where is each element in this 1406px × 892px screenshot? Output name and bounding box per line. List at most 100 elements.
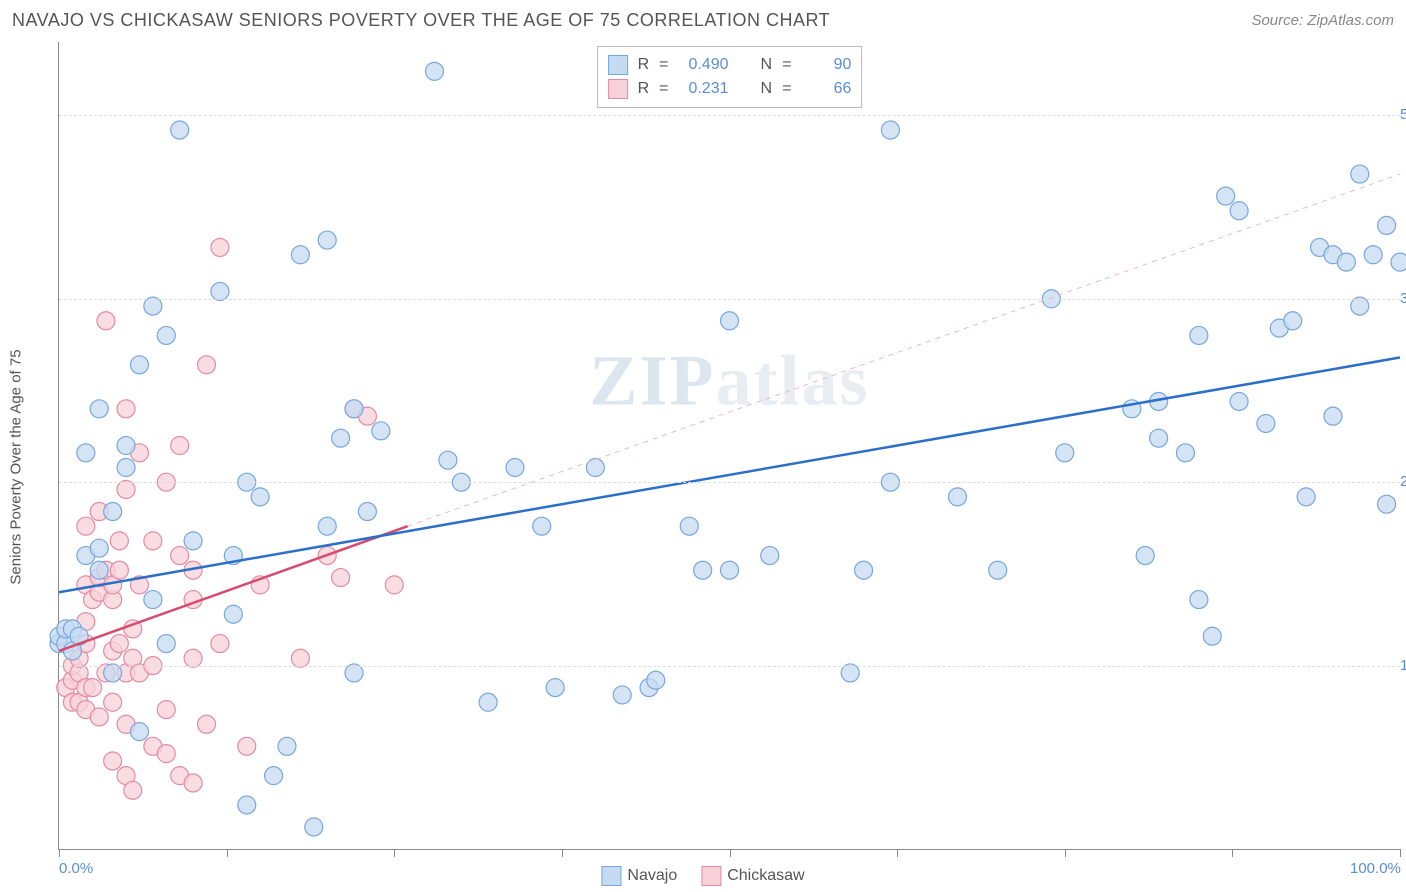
data-point-navajo xyxy=(90,539,108,557)
data-point-navajo xyxy=(1378,216,1396,234)
data-point-navajo xyxy=(90,561,108,579)
stats-r-label: R xyxy=(638,56,650,74)
data-point-navajo xyxy=(305,818,323,836)
data-point-navajo xyxy=(533,517,551,535)
x-tick-label: 100.0% xyxy=(1350,860,1401,877)
data-point-navajo xyxy=(1351,165,1369,183)
x-tick-label: 0.0% xyxy=(59,860,93,877)
data-point-navajo xyxy=(761,547,779,565)
data-point-chickasaw xyxy=(171,547,189,565)
data-point-chickasaw xyxy=(238,737,256,755)
swatch-chickasaw xyxy=(608,79,628,99)
data-point-chickasaw xyxy=(110,635,128,653)
plot-area: ZIPatlas R = 0.490 N = 90 R = 0.231 N = xyxy=(58,42,1400,850)
data-point-navajo xyxy=(1136,547,1154,565)
data-point-navajo xyxy=(586,459,604,477)
stats-n-label: N xyxy=(761,56,773,74)
data-point-navajo xyxy=(1190,326,1208,344)
source-attribution: Source: ZipAtlas.com xyxy=(1251,12,1394,29)
stats-legend-box: R = 0.490 N = 90 R = 0.231 N = 66 xyxy=(597,46,863,108)
y-tick-label: 12.5% xyxy=(1400,657,1406,674)
data-point-navajo xyxy=(948,488,966,506)
data-point-chickasaw xyxy=(211,238,229,256)
data-point-chickasaw xyxy=(90,708,108,726)
data-point-navajo xyxy=(318,517,336,535)
data-point-navajo xyxy=(171,121,189,139)
data-point-chickasaw xyxy=(198,356,216,374)
data-point-navajo xyxy=(1056,444,1074,462)
data-point-navajo xyxy=(144,297,162,315)
bottom-legend: Navajo Chickasaw xyxy=(601,866,804,886)
data-point-navajo xyxy=(989,561,1007,579)
data-point-navajo xyxy=(224,605,242,623)
swatch-chickasaw-icon xyxy=(701,866,721,886)
swatch-navajo-icon xyxy=(601,866,621,886)
data-point-navajo xyxy=(358,503,376,521)
data-point-navajo xyxy=(841,664,859,682)
data-point-navajo xyxy=(157,326,175,344)
swatch-navajo xyxy=(608,55,628,75)
data-point-chickasaw xyxy=(291,649,309,667)
data-point-navajo xyxy=(1150,429,1168,447)
data-point-navajo xyxy=(1176,444,1194,462)
data-point-navajo xyxy=(1257,414,1275,432)
data-point-navajo xyxy=(211,282,229,300)
data-point-navajo xyxy=(1297,488,1315,506)
data-point-chickasaw xyxy=(211,635,229,653)
stats-r-chickasaw: 0.231 xyxy=(679,80,729,98)
data-point-navajo xyxy=(881,121,899,139)
data-point-navajo xyxy=(613,686,631,704)
data-point-navajo xyxy=(372,422,390,440)
data-point-navajo xyxy=(345,400,363,418)
data-point-navajo xyxy=(721,312,739,330)
data-point-navajo xyxy=(184,532,202,550)
data-point-chickasaw xyxy=(144,532,162,550)
data-point-chickasaw xyxy=(110,561,128,579)
data-point-navajo xyxy=(144,591,162,609)
data-point-chickasaw xyxy=(198,715,216,733)
data-point-navajo xyxy=(479,693,497,711)
data-point-chickasaw xyxy=(184,649,202,667)
y-tick-label: 50.0% xyxy=(1400,106,1406,123)
data-point-navajo xyxy=(1351,297,1369,315)
data-point-navajo xyxy=(1378,495,1396,513)
stats-n-navajo: 90 xyxy=(801,56,851,74)
data-point-chickasaw xyxy=(97,312,115,330)
data-point-chickasaw xyxy=(171,437,189,455)
data-point-navajo xyxy=(1324,407,1342,425)
data-point-navajo xyxy=(117,437,135,455)
data-point-chickasaw xyxy=(104,752,122,770)
data-point-chickasaw xyxy=(124,781,142,799)
legend-label-navajo: Navajo xyxy=(627,867,677,885)
stats-row-chickasaw: R = 0.231 N = 66 xyxy=(608,77,852,101)
data-point-navajo xyxy=(1230,392,1248,410)
data-point-navajo xyxy=(439,451,457,469)
data-point-chickasaw xyxy=(157,701,175,719)
data-point-chickasaw xyxy=(332,569,350,587)
data-point-navajo xyxy=(506,459,524,477)
data-point-chickasaw xyxy=(77,517,95,535)
legend-label-chickasaw: Chickasaw xyxy=(727,867,804,885)
stats-row-navajo: R = 0.490 N = 90 xyxy=(608,53,852,77)
y-axis-label: Seniors Poverty Over the Age of 75 xyxy=(8,349,25,584)
data-point-navajo xyxy=(721,561,739,579)
y-tick-label: 25.0% xyxy=(1400,473,1406,490)
data-point-navajo xyxy=(647,671,665,689)
data-point-chickasaw xyxy=(117,481,135,499)
data-point-navajo xyxy=(332,429,350,447)
data-point-navajo xyxy=(1391,253,1406,271)
data-point-navajo xyxy=(251,488,269,506)
data-point-chickasaw xyxy=(84,679,102,697)
data-point-navajo xyxy=(130,723,148,741)
data-point-navajo xyxy=(425,62,443,80)
data-point-navajo xyxy=(1337,253,1355,271)
data-point-navajo xyxy=(855,561,873,579)
data-point-navajo xyxy=(1203,627,1221,645)
data-point-navajo xyxy=(265,767,283,785)
data-point-chickasaw xyxy=(184,774,202,792)
y-tick-label: 37.5% xyxy=(1400,290,1406,307)
data-point-navajo xyxy=(546,679,564,697)
data-point-navajo xyxy=(291,246,309,264)
stats-r-navajo: 0.490 xyxy=(679,56,729,74)
legend-item-chickasaw: Chickasaw xyxy=(701,866,804,886)
